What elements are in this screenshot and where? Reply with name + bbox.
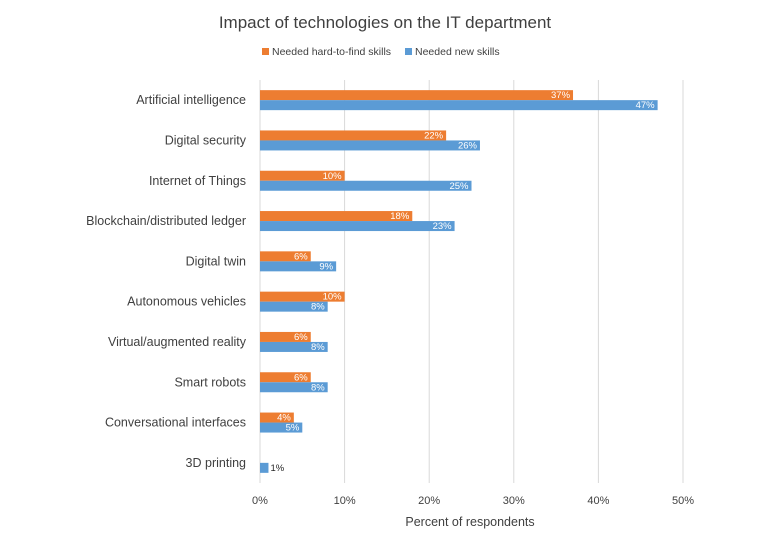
bar (260, 301, 328, 312)
data-label: 8% (311, 382, 325, 393)
category-label: Digital twin (186, 254, 246, 268)
category-label: 3D printing (186, 456, 246, 470)
x-tick-label: 30% (503, 495, 525, 507)
category-label: Blockchain/distributed ledger (86, 214, 246, 228)
bar (260, 251, 311, 262)
data-label: 37% (551, 90, 571, 101)
legend-label-hard-to-find: Needed hard-to-find skills (272, 46, 391, 58)
data-label: 9% (319, 261, 333, 272)
data-label: 10% (323, 171, 343, 182)
bar (260, 462, 269, 473)
bar (260, 130, 447, 141)
data-label: 6% (294, 251, 308, 262)
bar (260, 180, 472, 191)
bar (260, 341, 328, 352)
data-label: 25% (449, 181, 469, 192)
data-label: 10% (323, 292, 343, 303)
bar (260, 412, 294, 423)
data-label: 23% (433, 221, 453, 232)
bars (260, 90, 658, 473)
x-tick-label: 10% (334, 495, 356, 507)
chart-title: Impact of technologies on the IT departm… (219, 13, 552, 32)
x-tick-label: 50% (672, 495, 694, 507)
category-label: Smart robots (174, 375, 246, 389)
bar (260, 90, 574, 101)
bar (260, 291, 345, 302)
category-label: Virtual/augmented reality (108, 335, 247, 349)
data-labels: 37%47%22%26%10%25%18%23%6%9%10%8%6%8%6%8… (270, 90, 655, 474)
data-label: 8% (311, 342, 325, 353)
legend-label-new-skills: Needed new skills (415, 46, 500, 58)
bar (260, 331, 311, 342)
data-label: 1% (270, 463, 284, 474)
data-label: 26% (458, 140, 478, 151)
bar (260, 221, 455, 232)
x-axis-title: Percent of respondents (405, 515, 534, 529)
bar (260, 261, 337, 272)
legend-swatch-new-skills (405, 48, 412, 55)
category-labels: Artificial intelligence Digital security I… (86, 93, 247, 470)
bar (260, 211, 413, 222)
x-tick-label: 40% (587, 495, 609, 507)
legend: Needed hard-to-find skills Needed new sk… (262, 46, 500, 58)
bar (260, 382, 328, 393)
data-label: 5% (286, 423, 300, 434)
bar (260, 100, 658, 111)
category-label: Internet of Things (149, 174, 246, 188)
category-label: Digital security (165, 133, 247, 147)
data-label: 6% (294, 332, 308, 343)
data-label: 18% (390, 211, 410, 222)
data-label: 8% (311, 302, 325, 313)
data-label: 47% (636, 100, 656, 111)
bar (260, 422, 303, 433)
bar (260, 372, 311, 383)
category-label: Conversational interfaces (105, 416, 246, 430)
bar (260, 170, 345, 181)
category-label: Autonomous vehicles (127, 295, 246, 309)
bar (260, 140, 480, 151)
x-tick-label: 20% (418, 495, 440, 507)
x-tick-labels: 0% 10% 20% 30% 40% 50% (252, 495, 694, 507)
category-label: Artificial intelligence (136, 93, 246, 107)
legend-swatch-hard-to-find (262, 48, 269, 55)
data-label: 22% (424, 130, 444, 141)
data-label: 6% (294, 372, 308, 383)
x-tick-label: 0% (252, 495, 268, 507)
data-label: 4% (277, 413, 291, 424)
